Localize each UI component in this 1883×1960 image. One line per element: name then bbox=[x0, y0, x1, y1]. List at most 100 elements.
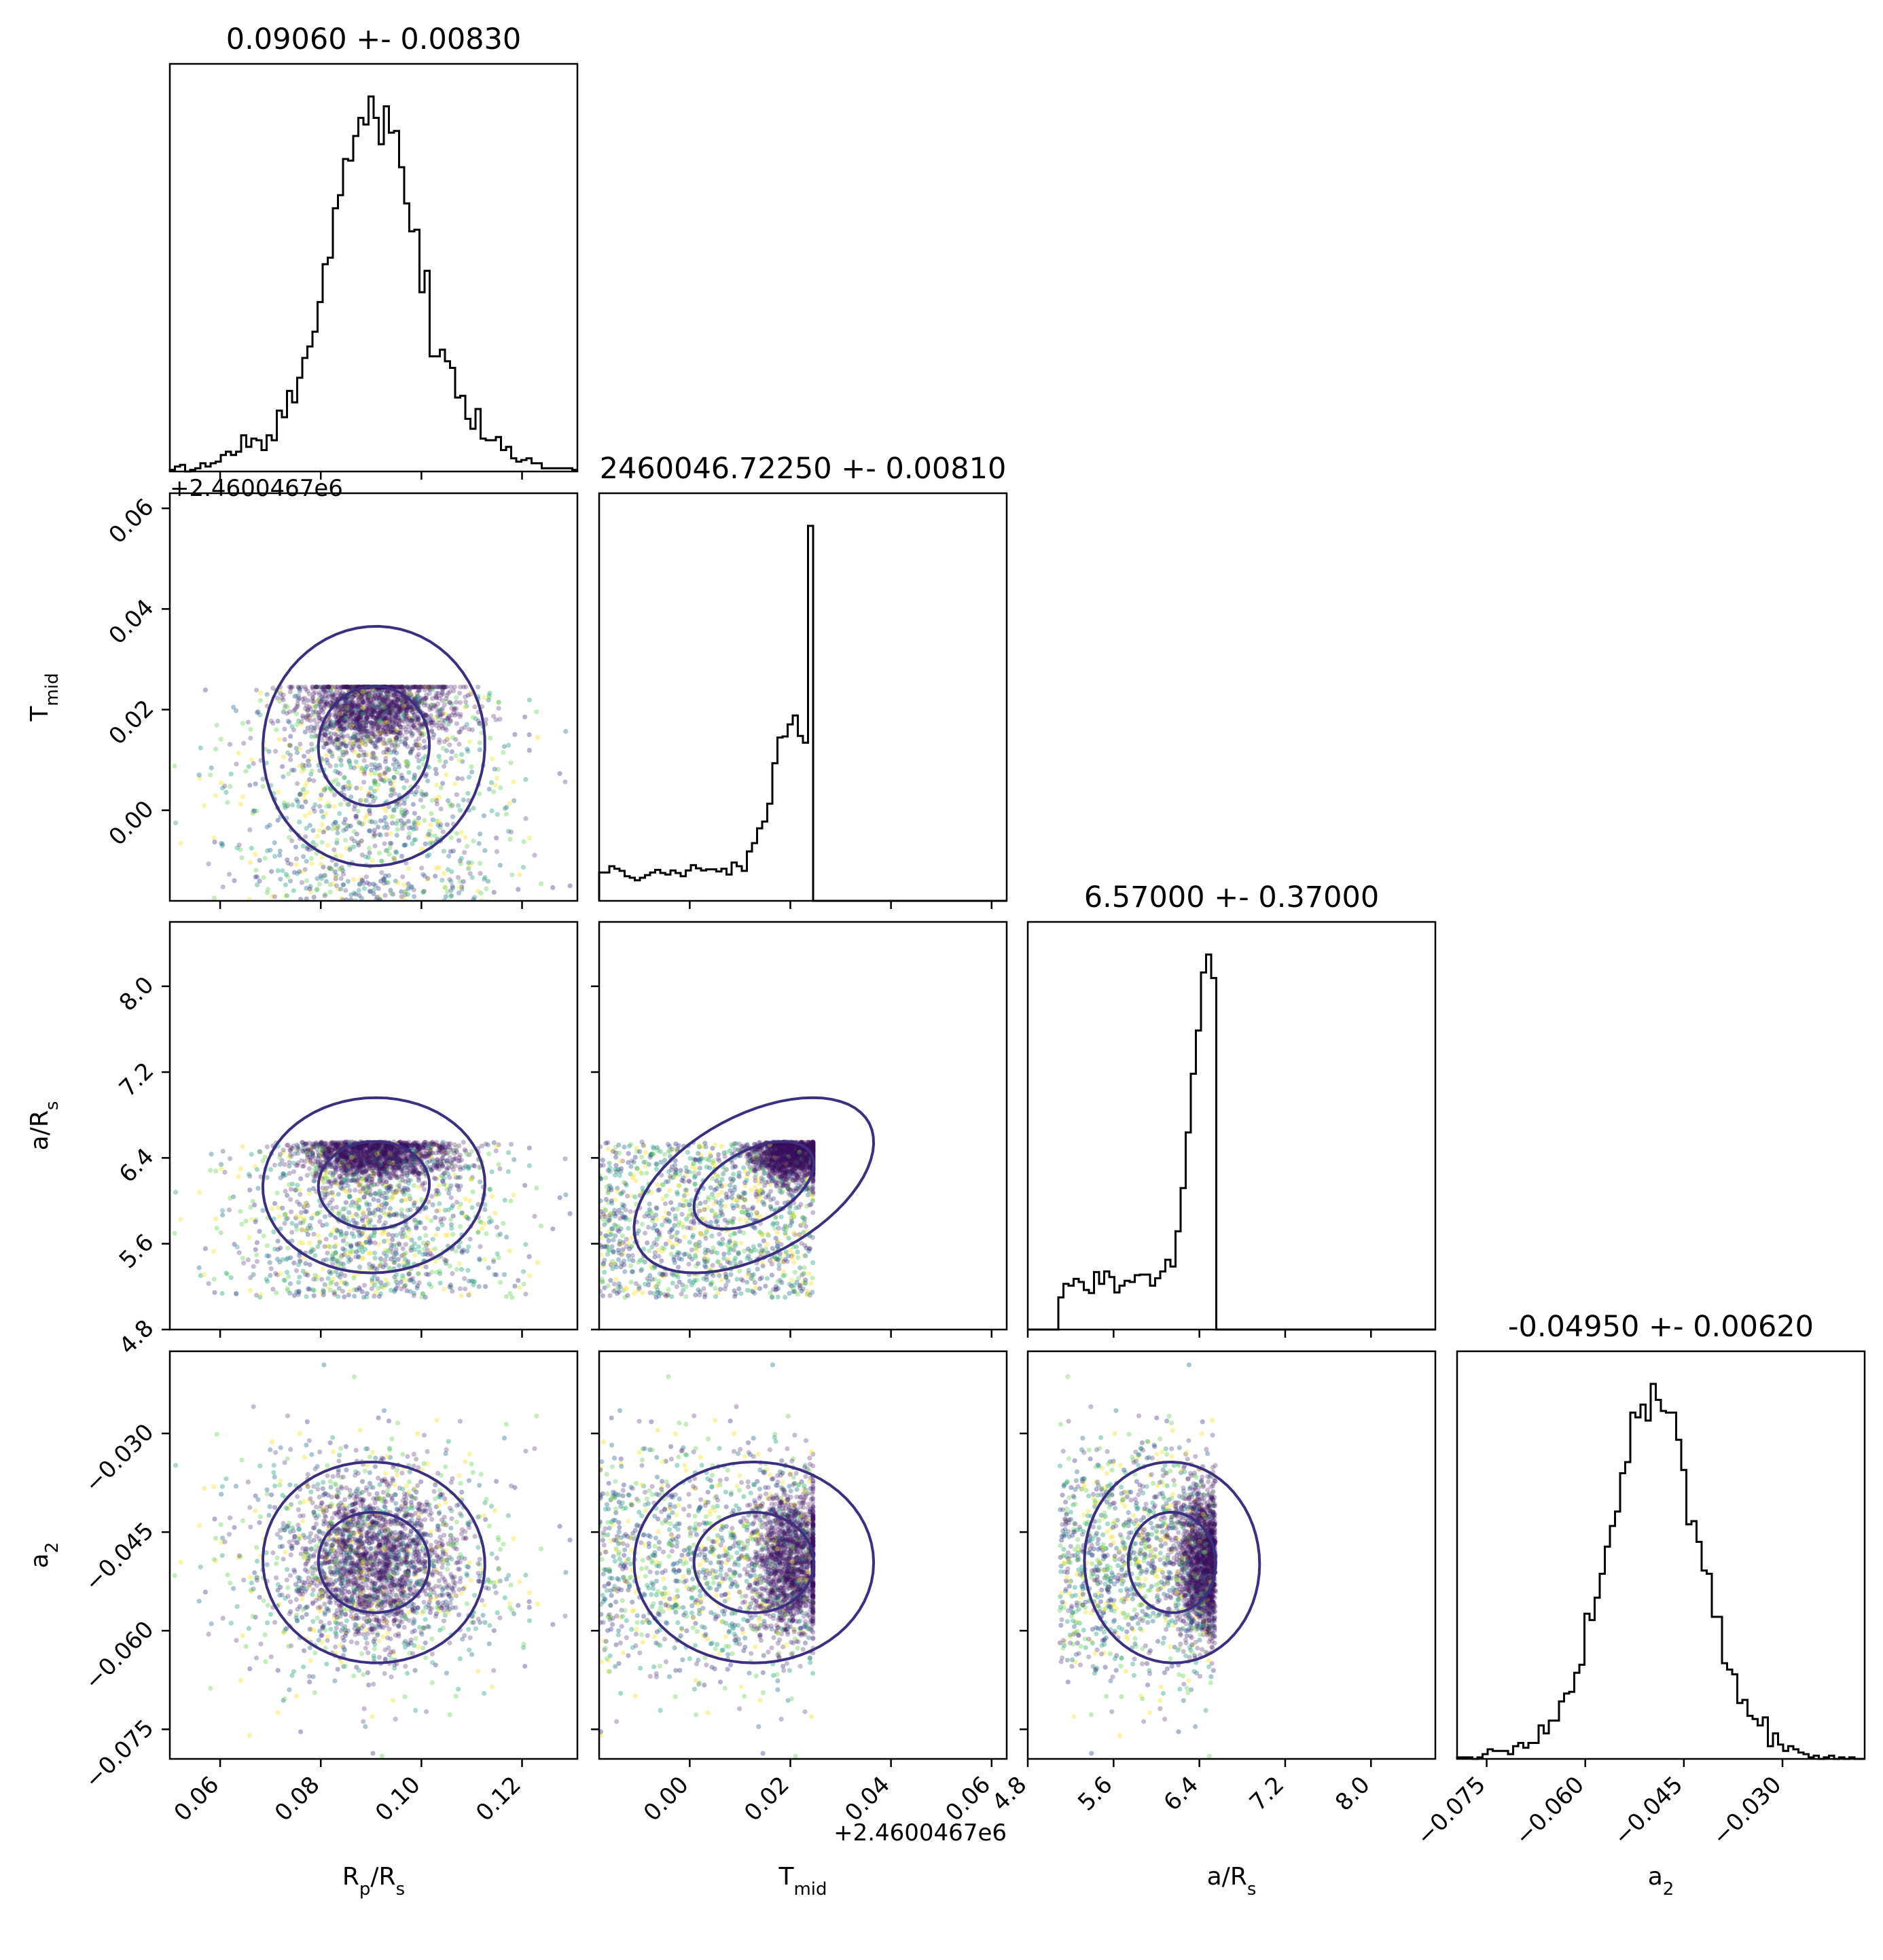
scatter-point bbox=[202, 1272, 207, 1277]
scatter-point bbox=[338, 853, 344, 859]
scatter-point bbox=[376, 1263, 382, 1269]
scatter-point bbox=[521, 1269, 526, 1275]
scatter-point bbox=[448, 879, 454, 885]
scatter-point bbox=[272, 1200, 278, 1206]
scatter-point bbox=[395, 717, 401, 723]
scatter-point bbox=[390, 1233, 395, 1239]
scatter-point bbox=[366, 793, 372, 798]
scatter-point bbox=[416, 699, 422, 705]
scatter-point bbox=[414, 826, 419, 832]
scatter-point bbox=[313, 842, 319, 848]
scatter-point bbox=[357, 1162, 363, 1168]
scatter-point bbox=[397, 736, 402, 742]
scatter-point bbox=[421, 696, 427, 701]
scatter-point bbox=[430, 684, 435, 690]
scatter-point bbox=[319, 822, 325, 827]
scatter-point bbox=[419, 866, 425, 871]
scatter-point bbox=[340, 715, 345, 721]
scatter-point bbox=[328, 866, 334, 872]
scatter-point bbox=[393, 700, 398, 705]
scatter-point bbox=[327, 721, 333, 728]
scatter-point bbox=[260, 784, 266, 789]
scatter-point bbox=[361, 708, 366, 713]
scatter-point bbox=[367, 1163, 372, 1169]
scatter-point bbox=[448, 894, 454, 899]
scatter-point bbox=[403, 698, 409, 703]
scatter-point bbox=[318, 796, 323, 802]
scatter-point bbox=[343, 826, 348, 832]
scatter-point bbox=[374, 719, 380, 725]
scatter-point bbox=[367, 808, 372, 814]
scatter-point bbox=[365, 728, 372, 734]
scatter-point bbox=[351, 744, 356, 749]
scatter-point bbox=[360, 1169, 366, 1175]
scatter-point bbox=[257, 878, 262, 884]
scatter-point bbox=[442, 885, 447, 890]
scatter-point bbox=[421, 702, 427, 708]
scatter-point bbox=[341, 820, 346, 825]
scatter-point bbox=[493, 717, 499, 723]
scatter-point bbox=[422, 818, 427, 823]
scatter-point bbox=[503, 1294, 509, 1300]
scatter-point bbox=[378, 693, 384, 698]
scatter-point bbox=[433, 684, 439, 690]
scatter-point bbox=[457, 714, 463, 719]
scatter-point bbox=[357, 1183, 362, 1188]
scatter-point bbox=[397, 719, 402, 724]
scatter-point bbox=[414, 1159, 419, 1164]
scatter-point bbox=[365, 1146, 370, 1152]
scatter-point bbox=[339, 741, 344, 746]
scatter-point bbox=[389, 841, 394, 847]
scatter-point bbox=[380, 719, 386, 725]
scatter-point bbox=[437, 684, 443, 690]
scatter-point bbox=[425, 876, 430, 882]
scatter-point bbox=[381, 818, 387, 823]
scatter-point bbox=[437, 708, 442, 713]
scatter-point bbox=[482, 875, 488, 880]
scatter-point bbox=[353, 759, 359, 764]
scatter-point bbox=[379, 870, 384, 875]
scatter-point bbox=[399, 718, 405, 724]
scatter-point bbox=[393, 713, 399, 719]
scatter-point bbox=[307, 1241, 312, 1246]
scatter-point bbox=[378, 700, 384, 706]
scatter-point bbox=[365, 738, 371, 744]
scatter-point bbox=[423, 712, 429, 718]
scatter-point bbox=[367, 706, 373, 711]
scatter-point bbox=[385, 721, 391, 726]
scatter-point bbox=[304, 846, 310, 851]
scatter-point bbox=[463, 834, 468, 840]
scatter-point bbox=[403, 808, 408, 813]
scatter-point bbox=[398, 684, 404, 690]
scatter-point bbox=[425, 1160, 430, 1165]
scatter-point bbox=[406, 714, 412, 719]
scatter-point bbox=[247, 896, 252, 901]
scatter-point bbox=[325, 785, 330, 790]
scatter-point bbox=[348, 702, 354, 708]
scatter-point bbox=[268, 1166, 274, 1172]
scatter-point bbox=[395, 1175, 400, 1181]
scatter-point bbox=[372, 831, 377, 837]
scatter-point bbox=[345, 1166, 351, 1172]
scatter-point bbox=[395, 1156, 400, 1162]
scatter-point bbox=[368, 1191, 374, 1196]
scatter-point bbox=[248, 1205, 253, 1210]
scatter-point bbox=[325, 702, 331, 707]
scatter-point bbox=[334, 719, 340, 724]
scatter-point bbox=[442, 1175, 447, 1181]
scatter-point bbox=[318, 1158, 323, 1164]
scatter-point bbox=[358, 702, 363, 707]
scatter-point bbox=[246, 1171, 251, 1177]
scatter-point bbox=[298, 896, 304, 901]
scatter-point bbox=[418, 684, 423, 690]
scatter-point bbox=[442, 764, 447, 769]
scatter-point bbox=[383, 732, 389, 737]
scatter-point bbox=[378, 707, 383, 713]
scatter-point bbox=[450, 1167, 456, 1173]
scatter-point bbox=[375, 1166, 380, 1171]
scatter-point bbox=[333, 1167, 338, 1173]
scatter-point bbox=[327, 717, 332, 723]
scatter-point bbox=[356, 842, 361, 848]
scatter-point bbox=[391, 778, 396, 783]
scatter-point bbox=[319, 1160, 325, 1165]
